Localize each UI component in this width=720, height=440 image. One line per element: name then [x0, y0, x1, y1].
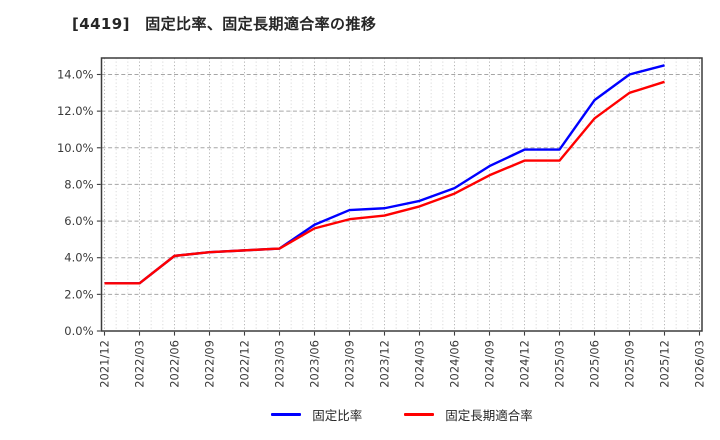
x-tick-label: 2024/09 — [483, 340, 497, 388]
tick-marks — [96, 73, 701, 336]
y-tick-label: 12.0% — [57, 104, 94, 118]
x-tick-label: 2025/06 — [588, 340, 602, 388]
grid-major-horizontal — [101, 73, 702, 295]
x-tick-label: 2025/09 — [623, 340, 637, 388]
y-tick-label: 14.0% — [57, 67, 94, 81]
legend-item-fixed-ratio: 固定比率 — [271, 405, 362, 424]
y-tick-label: 0.0% — [64, 324, 93, 338]
y-tick-label: 10.0% — [57, 141, 94, 155]
y-tick-label: 6.0% — [64, 214, 93, 228]
x-tick-label: 2023/03 — [273, 340, 287, 388]
line-chart: 0.0% 2.0% 4.0% 6.0% 8.0% 10.0% 12.0% 14.0% 2021/… — [57, 57, 707, 388]
x-tick-labels: 2021/12 2022/03 2022/06 2022/09 2022/12 2023/… — [98, 340, 707, 388]
x-tick-label: 2025/12 — [658, 340, 672, 388]
legend-line-sample-blue — [271, 413, 302, 416]
x-tick-label: 2023/09 — [343, 340, 357, 388]
x-tick-label: 2024/03 — [413, 340, 427, 388]
x-tick-label: 2022/03 — [133, 340, 147, 388]
x-tick-label: 2023/06 — [308, 340, 322, 388]
plot-border — [100, 57, 703, 332]
grid-minor-vertical — [115, 58, 689, 331]
series-line-1 — [104, 80, 665, 285]
y-tick-label: 2.0% — [64, 287, 93, 301]
x-tick-label: 2022/09 — [203, 340, 217, 388]
x-tick-label: 2026/03 — [693, 340, 707, 388]
legend-item-fixed-longterm-ratio: 固定長期適合率 — [404, 405, 533, 424]
y-tick-label: 4.0% — [64, 251, 93, 265]
x-tick-label: 2024/12 — [518, 340, 532, 388]
grid-major-vertical — [104, 58, 700, 331]
y-tick-labels: 0.0% 2.0% 4.0% 6.0% 8.0% 10.0% 12.0% 14.0% — [57, 67, 94, 338]
legend-label: 固定比率 — [312, 408, 363, 423]
x-tick-label: 2023/12 — [378, 340, 392, 388]
legend-label: 固定長期適合率 — [445, 408, 533, 423]
chart-title: [4419] 固定比率、固定長期適合率の推移 — [72, 15, 377, 33]
legend-line-sample-red — [404, 413, 435, 416]
x-tick-label: 2025/03 — [553, 340, 567, 388]
x-tick-label: 2024/06 — [448, 340, 462, 388]
y-tick-label: 8.0% — [64, 177, 93, 191]
x-tick-label: 2021/12 — [98, 340, 112, 388]
chart-legend: 固定比率 固定長期適合率 — [42, 405, 720, 424]
x-tick-label: 2022/06 — [168, 340, 182, 388]
x-tick-label: 2022/12 — [238, 340, 252, 388]
